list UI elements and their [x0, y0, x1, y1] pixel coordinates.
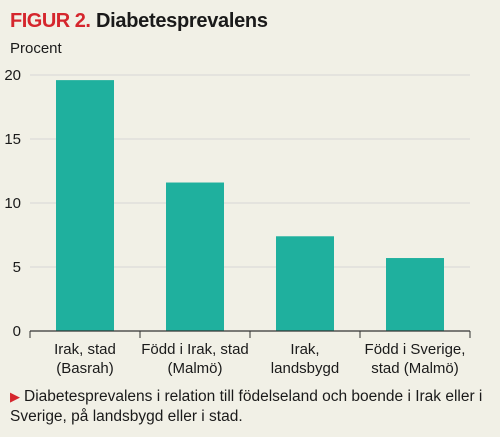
x-category-label: Född i Sverige, stad (Malmö) — [365, 341, 466, 377]
figure-caption: ▶ Diabetesprevalens i relation till födel… — [10, 387, 490, 427]
triangle-right-icon: ▶ — [10, 389, 20, 404]
bar — [386, 258, 444, 331]
y-tick-label: 10 — [4, 195, 21, 212]
y-tick-label: 5 — [13, 259, 21, 276]
chart-title: Diabetesprevalens — [96, 10, 268, 32]
bar — [56, 80, 114, 332]
bar — [166, 182, 224, 331]
x-category-label: Irak, landsbygd — [271, 341, 339, 377]
bar-chart: 0 5 10 15 20 Irak, stad (Basrah) Född i Irak, s… — [4, 67, 471, 377]
y-tick-label: 15 — [4, 131, 21, 148]
x-category-label: Irak, stad (Basrah) — [54, 341, 116, 377]
y-axis-label: Procent — [10, 40, 62, 57]
figure-heading: FIGUR 2. Diabetesprevalens — [10, 9, 268, 33]
caption-text: Diabetesprevalens i relation till födels… — [10, 388, 483, 425]
y-tick-label: 0 — [13, 323, 21, 340]
figure-label: FIGUR 2. — [10, 10, 91, 32]
bar — [276, 236, 334, 331]
y-tick-label: 20 — [4, 67, 21, 84]
x-category-label: Född i Irak, stad (Malmö) — [141, 341, 249, 377]
